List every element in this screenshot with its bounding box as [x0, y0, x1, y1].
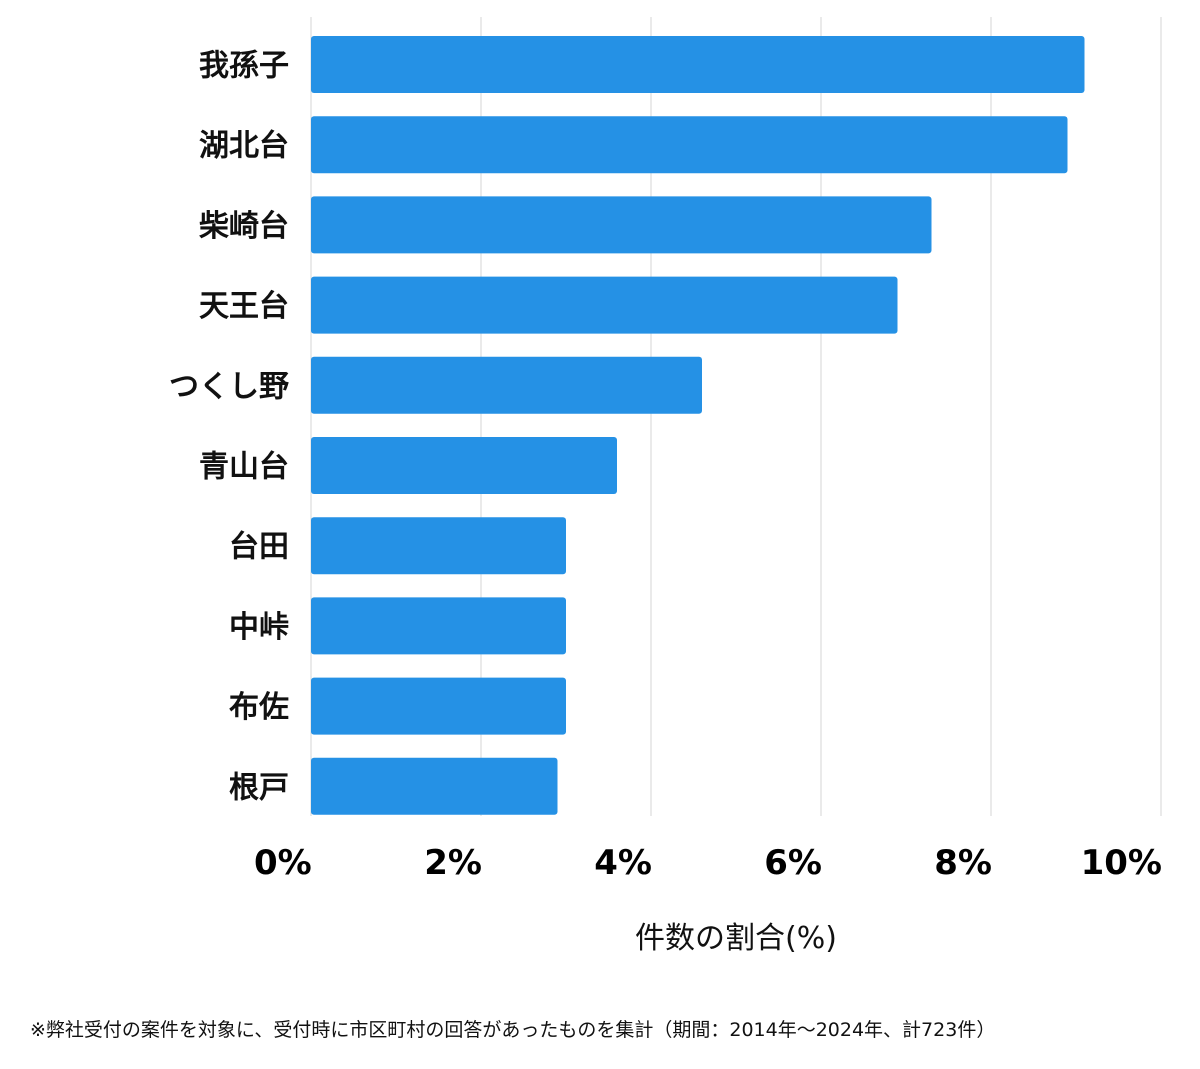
- category-label-6: 台田: [229, 530, 289, 565]
- category-label-3: 天王台: [199, 289, 289, 324]
- bar-8: [311, 677, 566, 735]
- bar-5: [311, 437, 617, 494]
- x-tick-label-2: 4%: [594, 843, 652, 883]
- bar-7: [311, 597, 566, 655]
- x-axis-title: 件数の割合(%): [635, 921, 837, 956]
- x-tick-label-3: 6%: [764, 843, 822, 883]
- x-tick-label-0: 0%: [254, 843, 312, 883]
- footnote: ※弊社受付の案件を対象に、受付時に市区町村の回答があったものを集計（期間：201…: [30, 1019, 995, 1041]
- category-label-8: 布佐: [229, 690, 289, 725]
- x-tick-label-1: 2%: [424, 843, 482, 883]
- category-label-1: 湖北台: [199, 129, 289, 164]
- x-tick-label-4: 8%: [934, 843, 992, 883]
- x-tick-labels: 0% 2% 4% 6% 8% 10%: [254, 843, 1162, 883]
- bar-4: [311, 356, 702, 414]
- bar-0: [311, 36, 1085, 93]
- bar-1: [311, 116, 1068, 174]
- category-label-9: 根戸: [229, 770, 289, 805]
- category-label-2: 柴崎台: [199, 209, 289, 244]
- category-label-7: 中峠: [229, 610, 289, 645]
- bar-3: [311, 276, 898, 334]
- x-tick-label-5: 10%: [1081, 843, 1162, 883]
- bar-6: [311, 517, 566, 575]
- bar-2: [311, 196, 932, 254]
- category-label-5: 青山台: [199, 450, 289, 485]
- bar-9: [311, 757, 558, 815]
- category-label-0: 我孫子: [199, 49, 289, 84]
- category-label-4: つくし野: [169, 369, 289, 404]
- bars: [311, 36, 1085, 815]
